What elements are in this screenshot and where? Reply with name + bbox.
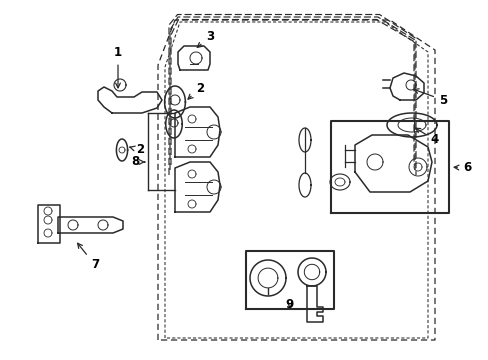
Text: 9: 9 [285,298,293,311]
Text: 1: 1 [114,46,122,88]
Text: 4: 4 [415,128,438,147]
Text: 3: 3 [197,31,214,48]
Text: 8: 8 [131,156,144,168]
Text: 2: 2 [188,81,203,99]
Text: 2: 2 [130,144,144,157]
Text: 5: 5 [413,89,446,107]
Text: 7: 7 [78,243,99,271]
Text: 6: 6 [453,162,470,175]
